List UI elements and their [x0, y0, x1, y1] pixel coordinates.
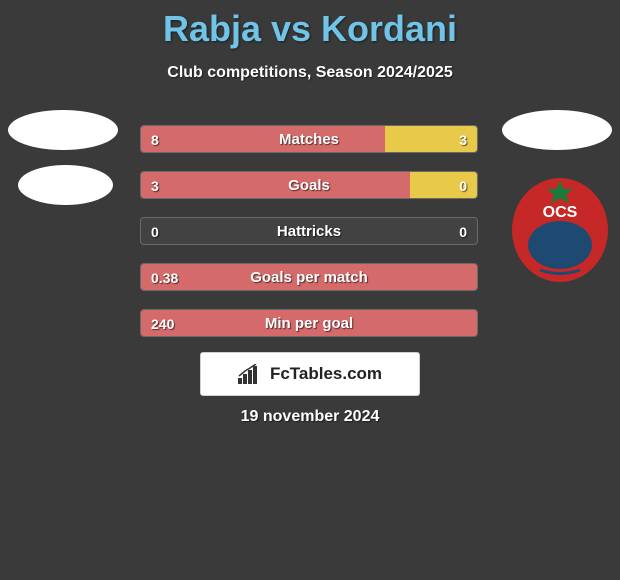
- avatar-shape: [18, 165, 113, 205]
- subtitle: Club competitions, Season 2024/2025: [0, 64, 620, 82]
- stat-label: Matches: [141, 126, 477, 153]
- chart-icon: [238, 364, 264, 384]
- club-badge: OCS: [510, 175, 610, 285]
- badge-text: OCS: [543, 204, 578, 221]
- footer-logo-text: FcTables.com: [270, 364, 382, 384]
- stat-label: Min per goal: [141, 310, 477, 337]
- stat-value-right: 0: [459, 172, 467, 199]
- stat-row: 3Goals0: [140, 171, 478, 199]
- stat-row: 0Hattricks0: [140, 217, 478, 245]
- avatar-shape: [8, 110, 118, 150]
- stat-value-right: 0: [459, 218, 467, 245]
- page-title: Rabja vs Kordani: [0, 0, 620, 50]
- avatar-shape: [502, 110, 612, 150]
- player-left-avatar: [8, 100, 118, 210]
- stat-value-right: 3: [459, 126, 467, 153]
- stat-label: Goals per match: [141, 264, 477, 291]
- stat-label: Hattricks: [141, 218, 477, 245]
- stat-row: 0.38Goals per match: [140, 263, 478, 291]
- stat-row: 240Min per goal: [140, 309, 478, 337]
- date-label: 19 november 2024: [0, 408, 620, 426]
- stats-container: 8Matches33Goals00Hattricks00.38Goals per…: [140, 125, 478, 355]
- stat-label: Goals: [141, 172, 477, 199]
- footer-logo[interactable]: FcTables.com: [200, 352, 420, 396]
- stat-row: 8Matches3: [140, 125, 478, 153]
